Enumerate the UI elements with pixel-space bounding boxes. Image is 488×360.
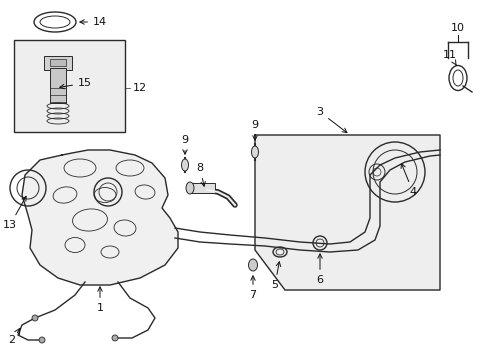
- Text: 3: 3: [316, 107, 346, 132]
- Bar: [50, 68, 66, 103]
- Text: 12: 12: [133, 83, 147, 93]
- Text: 5: 5: [271, 262, 280, 290]
- Ellipse shape: [185, 182, 194, 194]
- Polygon shape: [254, 135, 439, 290]
- Text: 11: 11: [442, 50, 456, 65]
- Circle shape: [32, 315, 38, 321]
- Text: 9: 9: [251, 120, 258, 140]
- Bar: [50, 59, 66, 66]
- Circle shape: [39, 337, 45, 343]
- Ellipse shape: [251, 146, 258, 158]
- Text: 8: 8: [196, 163, 205, 186]
- Text: 9: 9: [181, 135, 188, 154]
- Text: 10: 10: [450, 23, 464, 33]
- Text: 1: 1: [96, 287, 103, 313]
- Bar: [44, 56, 72, 70]
- Bar: [14, 40, 125, 132]
- Circle shape: [112, 335, 118, 341]
- Ellipse shape: [181, 159, 188, 171]
- Text: 7: 7: [249, 276, 256, 300]
- Text: 2: 2: [8, 335, 15, 345]
- Text: 6: 6: [316, 254, 323, 285]
- Polygon shape: [22, 150, 178, 285]
- Text: 13: 13: [3, 196, 26, 230]
- Text: 14: 14: [80, 17, 107, 27]
- Text: 4: 4: [400, 163, 416, 197]
- Text: 15: 15: [60, 78, 92, 89]
- Bar: [190, 183, 215, 193]
- Ellipse shape: [248, 259, 257, 271]
